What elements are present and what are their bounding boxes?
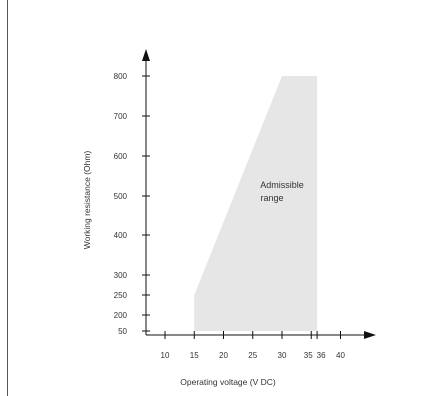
x-tick-label: 40	[336, 351, 345, 360]
y-axis-title: Working resistance (Ohm)	[82, 151, 92, 250]
left-frame-border	[7, 0, 8, 396]
x-axis-arrow	[364, 331, 376, 339]
y-tick-label: 400	[114, 231, 128, 240]
y-tick-label: 250	[114, 291, 128, 300]
y-tick-label: 700	[114, 112, 128, 121]
x-axis-title: Operating voltage (V DC)	[180, 377, 276, 387]
y-tick-label: 300	[114, 271, 128, 280]
x-tick-label: 36	[317, 351, 326, 360]
y-tick-label: 500	[114, 192, 128, 201]
y-tick-label: 200	[114, 311, 128, 320]
x-tick-label: 30	[278, 351, 287, 360]
y-tick-label: 800	[114, 72, 128, 81]
x-tick-label: 20	[219, 351, 228, 360]
admissible-range-region	[194, 76, 318, 331]
x-axis-ticks: 10 15 20 25 30 35 36 40	[161, 331, 345, 360]
x-tick-label: 10	[161, 351, 170, 360]
x-tick-label: 35	[304, 351, 313, 360]
x-tick-label: 25	[248, 351, 257, 360]
x-tick-label: 15	[190, 351, 199, 360]
y-axis-arrow	[142, 49, 150, 61]
y-axis-ticks: 50 200 250 300 400 500 600 700 800	[114, 72, 150, 336]
y-tick-label: 50	[118, 327, 127, 336]
y-tick-label: 600	[114, 152, 128, 161]
region-label-line-2: range	[260, 193, 283, 203]
region-label-line-1: Admissible	[260, 180, 304, 190]
